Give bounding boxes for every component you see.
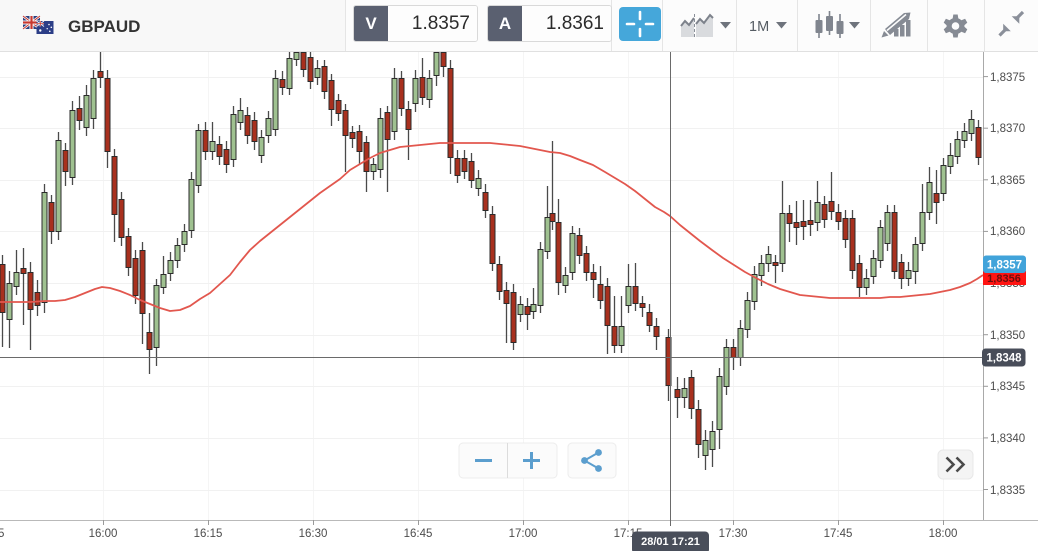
- svg-text:1,8335: 1,8335: [990, 485, 1025, 497]
- svg-text:1,8370: 1,8370: [990, 123, 1025, 135]
- svg-text:16:45: 16:45: [404, 528, 433, 540]
- svg-text:1,8365: 1,8365: [990, 175, 1025, 187]
- svg-text:16:15: 16:15: [194, 528, 223, 540]
- svg-text:18:00: 18:00: [929, 528, 958, 540]
- svg-text:1,8356: 1,8356: [987, 273, 1021, 285]
- svg-text:1,8375: 1,8375: [990, 72, 1025, 84]
- svg-text:17:30: 17:30: [719, 528, 748, 540]
- svg-text:17:00: 17:00: [509, 528, 538, 540]
- svg-text:28/01 17:21: 28/01 17:21: [641, 536, 700, 548]
- svg-text:1,8357: 1,8357: [987, 260, 1022, 272]
- svg-text:1,8348: 1,8348: [986, 353, 1022, 365]
- svg-text:17:45: 17:45: [824, 528, 853, 540]
- svg-text:GBPAUD: GBPAUD: [68, 17, 140, 36]
- svg-text:1,8350: 1,8350: [990, 330, 1025, 342]
- svg-text:1,8340: 1,8340: [990, 433, 1025, 445]
- svg-text:16:00: 16:00: [89, 528, 118, 540]
- svg-text:16:30: 16:30: [299, 528, 328, 540]
- svg-text:1,8360: 1,8360: [990, 226, 1025, 238]
- svg-text:1M: 1M: [749, 19, 769, 35]
- svg-text:15:45: 15:45: [0, 528, 4, 540]
- svg-text:1,8345: 1,8345: [990, 381, 1025, 393]
